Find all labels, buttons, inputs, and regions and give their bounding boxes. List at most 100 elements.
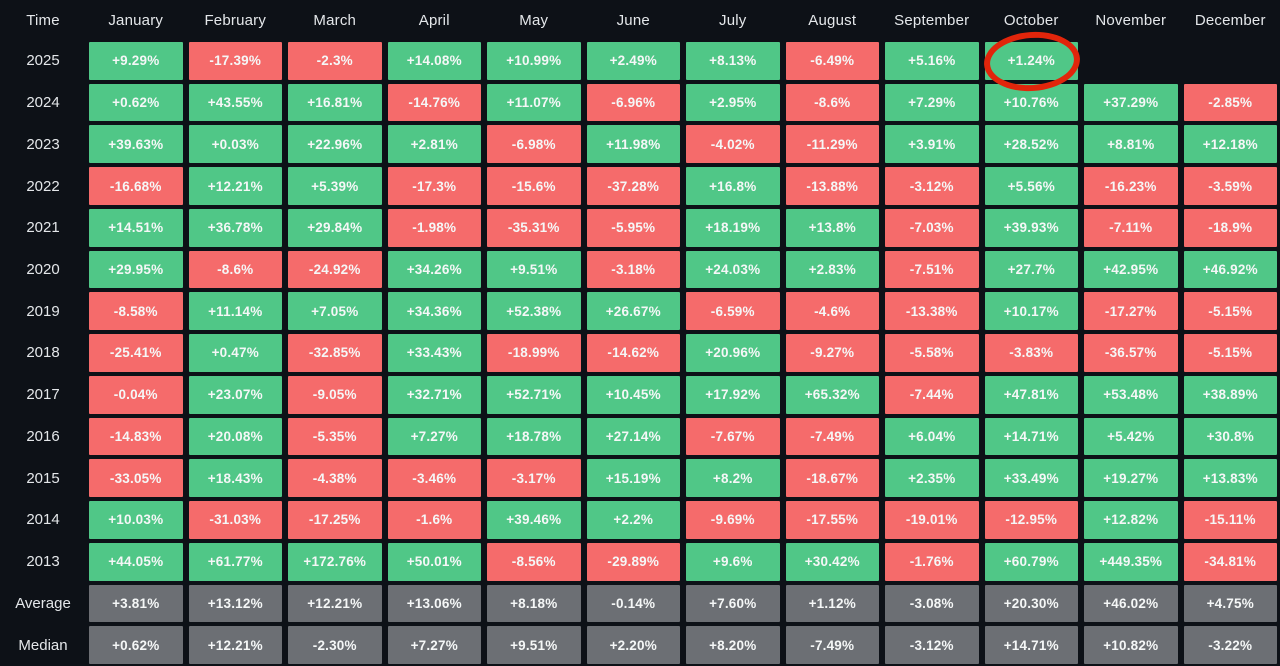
return-cell: -17.27% — [1084, 292, 1178, 331]
cell-slot: +36.78% — [186, 207, 286, 249]
return-cell: +9.51% — [487, 250, 581, 289]
cell-slot: -1.76% — [882, 541, 982, 583]
return-cell: +27.7% — [984, 250, 1078, 289]
cell-slot: +19.27% — [1081, 457, 1181, 499]
return-cell: +10.99% — [487, 42, 581, 80]
summary-row-label: Average — [15, 594, 71, 612]
return-cell: -36.57% — [1084, 334, 1178, 372]
cell-slot: -15.6% — [484, 165, 584, 207]
month-column-header: March — [313, 11, 357, 29]
return-cell: +2.2% — [586, 501, 680, 539]
return-cell: -35.31% — [487, 208, 581, 247]
return-cell: -3.46% — [387, 459, 481, 498]
return-cell: +8.20% — [686, 626, 780, 664]
return-cell: +9.51% — [487, 626, 581, 664]
cell-slot: -3.08% — [882, 583, 982, 625]
cell-slot: +39.93% — [982, 207, 1082, 249]
return-cell: -4.6% — [785, 292, 879, 331]
cell-slot: +9.6% — [683, 541, 783, 583]
return-cell: -1.6% — [387, 501, 481, 539]
year-row-label: 2015 — [26, 469, 60, 487]
month-column-header: April — [418, 11, 450, 29]
cell-slot: +20.30% — [982, 583, 1082, 625]
return-cell: -33.05% — [89, 459, 183, 498]
return-cell: +38.89% — [1183, 375, 1277, 414]
return-cell: -3.22% — [1183, 626, 1277, 664]
return-cell: +39.63% — [89, 125, 183, 164]
cell-slot: +9.29% — [86, 40, 186, 82]
cell-slot: -7.44% — [882, 374, 982, 416]
cell-slot: -3.12% — [882, 165, 982, 207]
cell-slot: -14.83% — [86, 416, 186, 458]
cell-slot: +42.95% — [1081, 249, 1181, 291]
cell-slot: -5.95% — [584, 207, 684, 249]
return-cell: +32.71% — [387, 375, 481, 414]
cell-slot: +20.08% — [186, 416, 286, 458]
return-cell: -16.68% — [89, 167, 183, 205]
cell-slot: +18.19% — [683, 207, 783, 249]
return-cell: +34.26% — [387, 250, 481, 289]
return-cell: +0.03% — [188, 125, 282, 164]
return-cell: +13.83% — [1183, 459, 1277, 498]
cell-slot: -6.98% — [484, 123, 584, 165]
cell-slot: +0.62% — [86, 82, 186, 124]
cell-slot: -16.23% — [1081, 165, 1181, 207]
cell-slot: +11.07% — [484, 82, 584, 124]
year-row-label: 2014 — [26, 511, 60, 529]
return-cell: -7.49% — [785, 626, 879, 664]
return-cell: +24.03% — [686, 250, 780, 289]
cell-slot: -17.27% — [1081, 290, 1181, 332]
return-cell: +16.8% — [686, 167, 780, 205]
cell-slot: +10.99% — [484, 40, 584, 82]
cell-slot: -13.88% — [783, 165, 883, 207]
cell-slot: +60.79% — [982, 541, 1082, 583]
cell-slot: -16.68% — [86, 165, 186, 207]
cell-slot: +14.71% — [982, 624, 1082, 666]
return-cell: +53.48% — [1084, 375, 1178, 414]
month-column-header: August — [808, 11, 857, 29]
cell-slot: -25.41% — [86, 332, 186, 374]
return-cell: -5.95% — [586, 208, 680, 247]
return-cell: +8.13% — [686, 42, 780, 80]
return-cell: +11.14% — [188, 292, 282, 331]
cell-slot: +3.91% — [882, 123, 982, 165]
cell-slot: -3.83% — [982, 332, 1082, 374]
return-cell: -3.08% — [885, 584, 979, 623]
return-cell: +20.96% — [686, 334, 780, 372]
cell-slot: -2.85% — [1181, 82, 1280, 124]
year-row-label: 2016 — [26, 427, 60, 445]
cell-slot: +5.42% — [1081, 416, 1181, 458]
cell-slot: +2.35% — [882, 457, 982, 499]
cell-slot: -11.29% — [783, 123, 883, 165]
cell-slot: +30.8% — [1181, 416, 1280, 458]
return-cell: -9.05% — [288, 375, 382, 414]
cell-slot: -2.30% — [285, 624, 385, 666]
month-column-header: November — [1095, 11, 1167, 29]
cell-slot: -6.59% — [683, 290, 783, 332]
return-cell: +3.91% — [885, 125, 979, 164]
cell-slot: -4.6% — [783, 290, 883, 332]
return-cell: +23.07% — [188, 375, 282, 414]
return-cell: -15.6% — [487, 167, 581, 205]
cell-slot: +12.82% — [1081, 499, 1181, 541]
cell-slot: -3.17% — [484, 457, 584, 499]
cell-slot: -2.3% — [285, 40, 385, 82]
return-cell: +2.49% — [586, 42, 680, 80]
cell-slot: -4.38% — [285, 457, 385, 499]
return-cell: -4.02% — [686, 125, 780, 164]
return-cell: +47.81% — [984, 375, 1078, 414]
return-cell: +10.17% — [984, 292, 1078, 331]
return-cell: +34.36% — [387, 292, 481, 331]
return-cell: -19.01% — [885, 501, 979, 539]
return-cell: +2.35% — [885, 459, 979, 498]
return-cell: +43.55% — [188, 83, 282, 122]
cell-slot: +18.43% — [186, 457, 286, 499]
return-cell: -17.55% — [785, 501, 879, 539]
cell-slot: +9.51% — [484, 249, 584, 291]
return-cell: -29.89% — [586, 542, 680, 581]
return-cell: +50.01% — [387, 542, 481, 581]
return-cell: -4.38% — [288, 459, 382, 498]
cell-slot: +5.56% — [982, 165, 1082, 207]
cell-slot: +33.43% — [385, 332, 485, 374]
return-cell: -8.56% — [487, 542, 581, 581]
